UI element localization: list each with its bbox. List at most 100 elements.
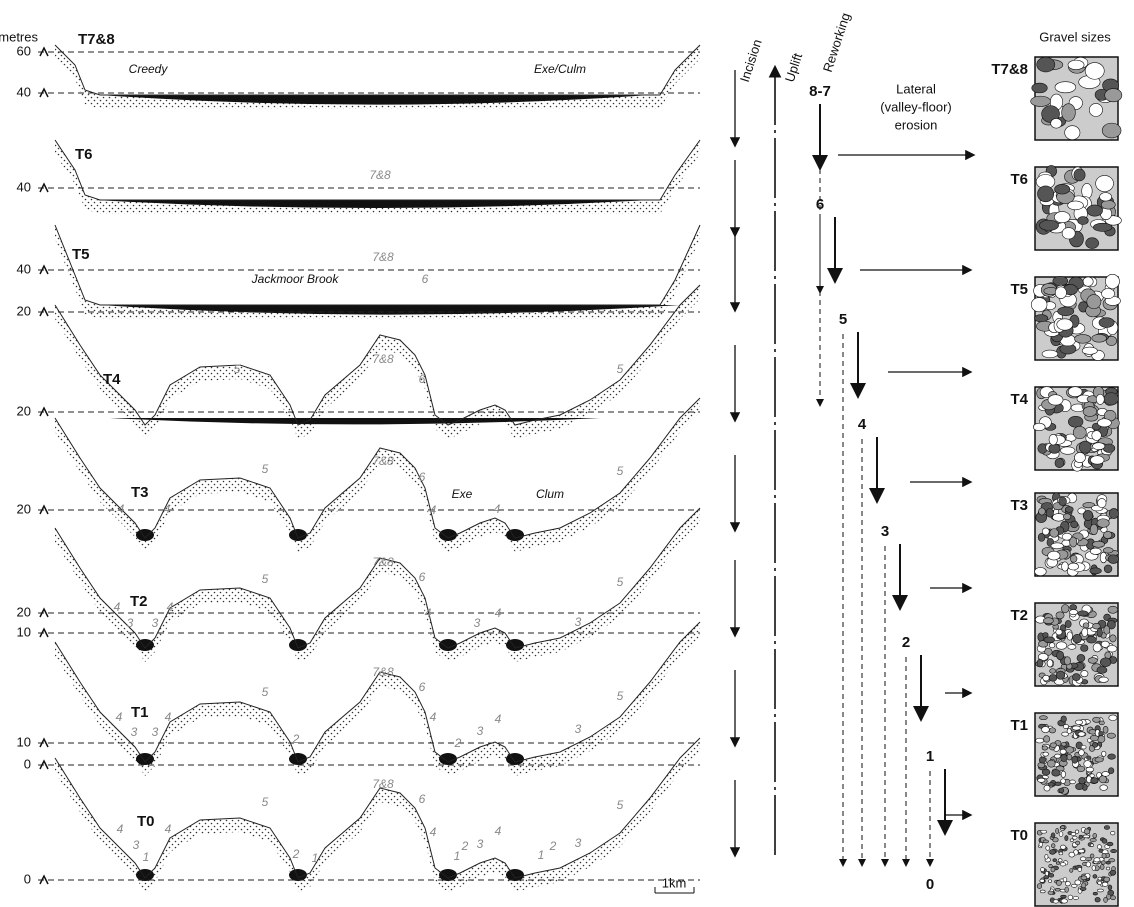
- clast: [1058, 496, 1067, 507]
- clast: [1060, 844, 1067, 850]
- clast: [1097, 844, 1102, 850]
- clast: [1079, 856, 1087, 861]
- clast: [1060, 715, 1067, 723]
- clast: [1090, 777, 1099, 784]
- clast: [1065, 881, 1071, 887]
- clast: [1091, 865, 1096, 871]
- clast: [1040, 867, 1045, 872]
- clast: [1086, 636, 1097, 644]
- clast: [1108, 767, 1115, 775]
- clast: [1055, 861, 1061, 865]
- clast: [1092, 623, 1101, 630]
- level-label: 60: [17, 43, 31, 58]
- annotation: 5: [262, 685, 269, 699]
- annotation: 5: [262, 462, 269, 476]
- clast: [1063, 656, 1071, 666]
- clast: [1087, 657, 1098, 664]
- clast: [1060, 898, 1068, 904]
- clast: [1048, 727, 1056, 734]
- clast: [1065, 746, 1074, 754]
- valley-profile: [54, 397, 701, 539]
- annotation: 7&8: [372, 665, 394, 679]
- gravel-fill: [136, 529, 154, 541]
- level-caret: [39, 874, 49, 885]
- annotation: 2: [292, 732, 300, 746]
- clast: [1100, 657, 1112, 667]
- gravel-fill: [100, 95, 650, 105]
- annotation: 2: [292, 847, 300, 861]
- level-caret: [39, 406, 49, 417]
- clast: [1052, 513, 1066, 522]
- clast: [1064, 886, 1069, 893]
- clast: [1041, 349, 1059, 359]
- annotation: 4: [117, 822, 124, 836]
- gravel-fill: [439, 639, 457, 651]
- annotation: 4: [165, 710, 172, 724]
- annotation: 5: [617, 464, 624, 478]
- clast: [1085, 857, 1093, 861]
- gravel-fill: [289, 529, 307, 541]
- clast: [1100, 640, 1110, 648]
- clast: [1060, 894, 1067, 899]
- annotation: Jackmoor Brook: [251, 272, 340, 286]
- reworking-stage: 4: [858, 416, 867, 433]
- clast: [1048, 443, 1061, 454]
- annotation: 7&8: [372, 250, 394, 264]
- annotation: 4: [430, 825, 437, 839]
- clast: [1091, 334, 1107, 343]
- valley-profile: [54, 507, 701, 649]
- clast: [1067, 386, 1083, 398]
- annotation: Exe: [452, 487, 473, 501]
- annotation: 5: [234, 362, 241, 376]
- panel-label: T2: [130, 593, 148, 610]
- level-caret: [39, 607, 49, 618]
- clast: [1086, 294, 1102, 310]
- clast: [1098, 720, 1105, 726]
- clast: [1099, 192, 1112, 202]
- clast: [1036, 883, 1043, 889]
- clast: [1093, 222, 1113, 232]
- substrate: [55, 225, 700, 319]
- clast: [1046, 659, 1054, 668]
- gravel-fill: [136, 753, 154, 765]
- clast: [1075, 719, 1083, 725]
- level-label: 20: [17, 501, 31, 516]
- clast: [1105, 273, 1120, 289]
- clast: [1060, 770, 1066, 778]
- gravel-label: T5: [1010, 281, 1028, 298]
- clast: [1062, 877, 1068, 883]
- clast: [1042, 632, 1049, 638]
- clast: [1055, 611, 1065, 620]
- clast: [1097, 876, 1102, 881]
- lateral-label: erosion: [895, 117, 938, 132]
- clast: [1096, 627, 1103, 638]
- reworking-stage: 8-7: [809, 83, 831, 100]
- clast: [1052, 858, 1057, 862]
- clast: [1060, 862, 1067, 867]
- clast: [1071, 725, 1081, 731]
- clast: [1055, 828, 1060, 834]
- clast: [1055, 670, 1066, 680]
- clast: [1097, 735, 1106, 743]
- clast: [1072, 633, 1082, 644]
- clast: [1097, 888, 1104, 893]
- clast: [1101, 881, 1109, 887]
- clast: [1085, 237, 1099, 249]
- clast: [1110, 831, 1116, 836]
- clast: [1078, 777, 1086, 785]
- clast: [1034, 314, 1049, 323]
- gravel-label: T2: [1010, 607, 1028, 624]
- gravel-fill: [289, 639, 307, 651]
- clast: [1077, 216, 1089, 225]
- clast: [1071, 755, 1079, 764]
- lateral-label: (valley-floor): [880, 99, 952, 114]
- lateral-label: Lateral: [896, 81, 936, 96]
- clast: [1047, 394, 1064, 406]
- annotation: 4: [430, 710, 437, 724]
- clast: [1075, 829, 1079, 834]
- clast: [1039, 889, 1046, 894]
- clast: [1043, 735, 1051, 743]
- clast: [1061, 532, 1073, 541]
- clast: [1054, 888, 1061, 892]
- valley-profile: [54, 284, 701, 426]
